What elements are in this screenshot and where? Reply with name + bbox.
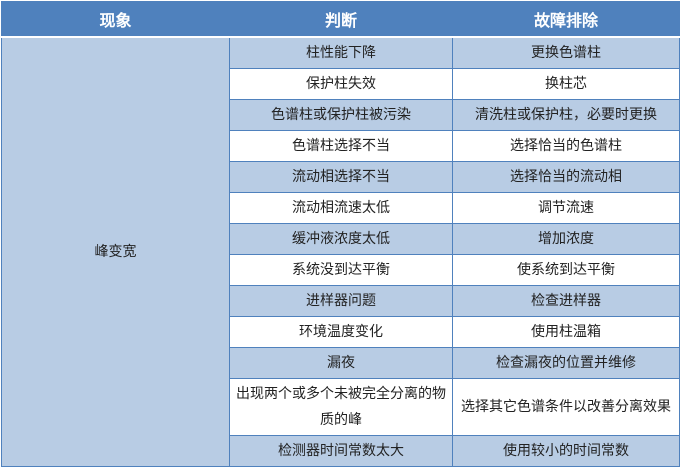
fix-cell: 换柱芯 (452, 68, 680, 100)
fix-cell: 使用较小的时间常数 (452, 435, 680, 467)
header-symptom: 现象 (1, 1, 230, 38)
cause-cell: 色谱柱选择不当 (229, 130, 453, 162)
fix-cell: 使系统到达平衡 (452, 254, 680, 286)
cause-cell: 流动相选择不当 (229, 161, 453, 193)
table-row: 系统没到达平衡 使系统到达平衡 (2, 254, 680, 286)
cause-cell: 环境温度变化 (229, 316, 453, 348)
cause-cell: 进样器问题 (229, 285, 453, 317)
table-row: 流动相流速太低 调节流速 (2, 192, 680, 224)
cause-cell: 流动相流速太低 (229, 192, 453, 224)
cause-cell: 检测器时间常数太大 (229, 435, 453, 467)
table-row: 保护柱失效 换柱芯 (2, 68, 680, 100)
table-row: 进样器问题 检查进样器 (2, 285, 680, 317)
table-row: 漏夜 检查漏夜的位置并维修 (2, 347, 680, 379)
fix-cell: 清洗柱或保护柱，必要时更换 (452, 99, 680, 131)
cause-cell: 出现两个或多个未被完全分离的物质的峰 (229, 378, 453, 436)
cause-cell: 色谱柱或保护柱被污染 (229, 99, 453, 131)
fix-cell: 选择其它色谱条件以改善分离效果 (452, 378, 680, 436)
cause-cell: 柱性能下降 (229, 36, 453, 69)
symptom-cell: 峰变宽 (1, 36, 230, 467)
fix-cell: 增加浓度 (452, 223, 680, 255)
fix-cell: 选择恰当的色谱柱 (452, 130, 680, 162)
header-row: 现象 判断 故障排除 (1, 1, 680, 38)
cause-cell: 系统没到达平衡 (229, 254, 453, 286)
table-row: 缓冲液浓度太低 增加浓度 (2, 223, 680, 255)
fix-cell: 检查漏夜的位置并维修 (452, 347, 680, 379)
fix-cell: 调节流速 (452, 192, 680, 224)
cause-cell: 保护柱失效 (229, 68, 453, 100)
cause-cell: 漏夜 (229, 347, 453, 379)
fix-cell: 检查进样器 (452, 285, 680, 317)
table-row: 出现两个或多个未被完全分离的物质的峰 选择其它色谱条件以改善分离效果 (2, 378, 680, 436)
table-row: 色谱柱选择不当 选择恰当的色谱柱 (2, 130, 680, 162)
fix-cell: 选择恰当的流动相 (452, 161, 680, 193)
table-row: 峰变宽 柱性能下降 更换色谱柱 (1, 36, 680, 467)
fix-cell: 更换色谱柱 (452, 36, 680, 69)
header-fix: 故障排除 (452, 1, 680, 38)
header-cause: 判断 (229, 1, 453, 38)
table-row: 流动相选择不当 选择恰当的流动相 (2, 161, 680, 193)
fix-cell: 使用柱温箱 (452, 316, 680, 348)
cause-cell: 缓冲液浓度太低 (229, 223, 453, 255)
